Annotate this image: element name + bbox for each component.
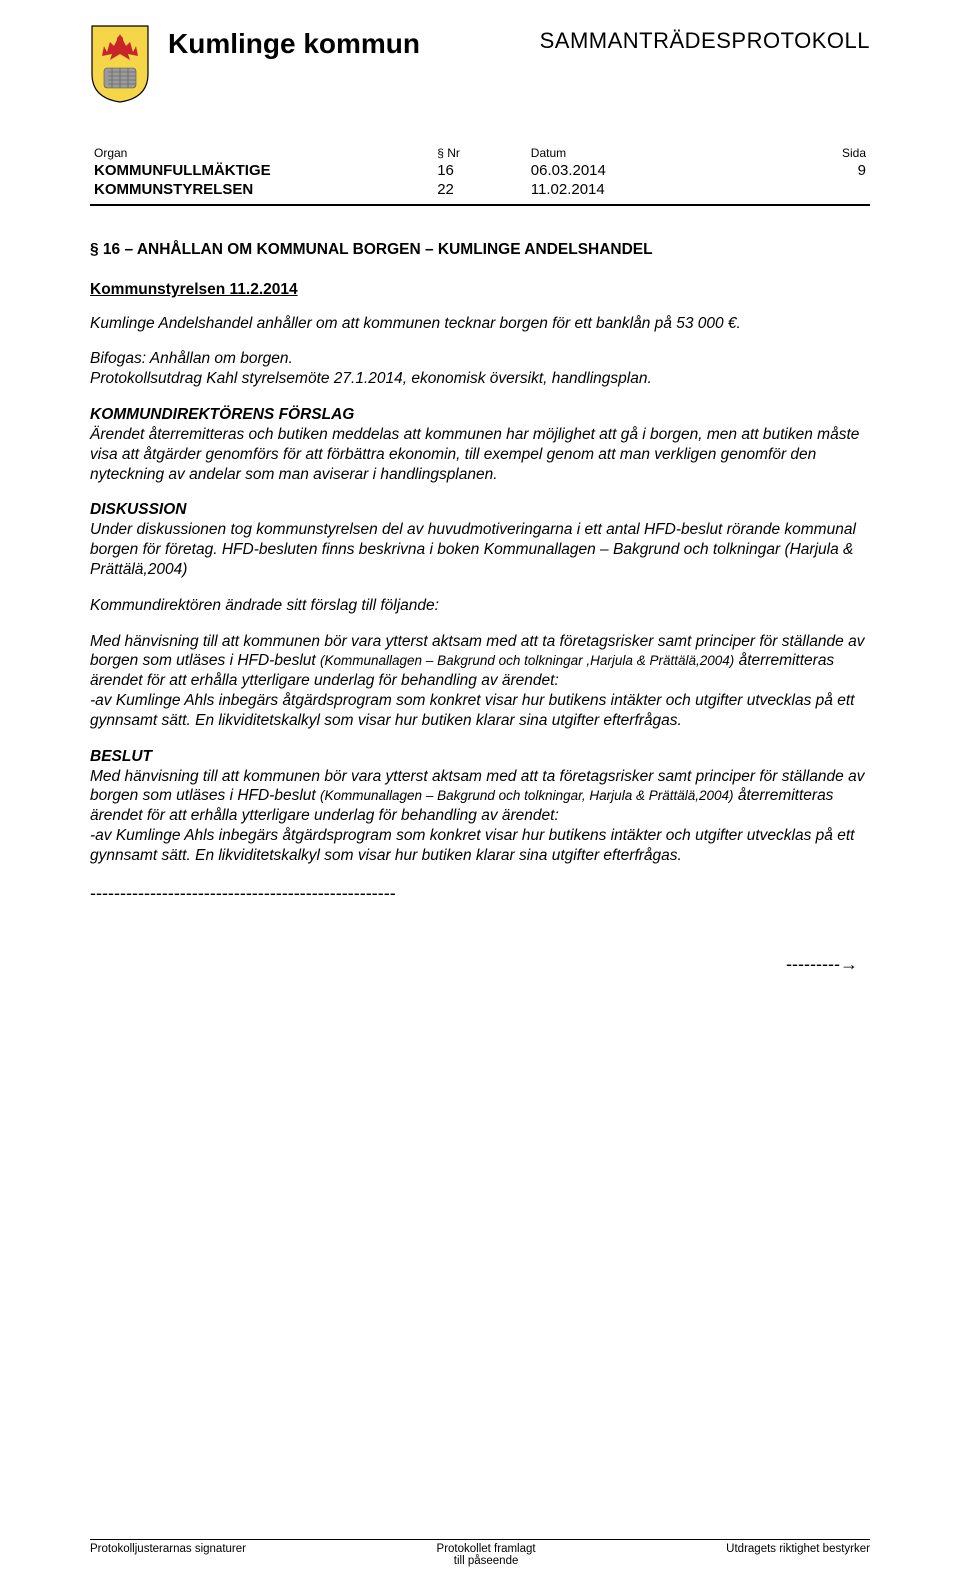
paragraph: Bifogas: Anhållan om borgen. Protokollsu… <box>90 349 870 389</box>
meta-sida-1 <box>730 181 870 200</box>
separator-dashes: ----------------------------------------… <box>90 882 870 905</box>
citation: (Kommunallagen – Bakgrund och tolkningar… <box>320 653 734 668</box>
citation: (Kommunallagen – Bakgrund och tolkningar… <box>320 788 734 803</box>
meta-datum-1: 11.02.2014 <box>527 181 730 200</box>
paragraph: Kommundirektören ändrade sitt förslag ti… <box>90 596 870 616</box>
page-footer: Protokolljusterarnas signaturer Protokol… <box>90 1539 870 1567</box>
meta-label-sida: Sida <box>730 146 870 162</box>
meta-label-nr: § Nr <box>433 146 527 162</box>
section-title: § 16 – ANHÅLLAN OM KOMMUNAL BORGEN – KUM… <box>90 240 870 260</box>
paragraph: Ärendet återremitteras och butiken medde… <box>90 426 859 483</box>
meta-organ-1: KOMMUNSTYRELSEN <box>90 181 433 200</box>
paragraph: Under diskussionen tog kommunstyrelsen d… <box>90 521 856 578</box>
heading-diskussion: DISKUSSION <box>90 501 186 518</box>
meta-divider <box>90 204 870 206</box>
page-header: Kumlinge kommun SAMMANTRÄDESPROTOKOLL <box>90 24 870 104</box>
meta-nr-1: 22 <box>433 181 527 200</box>
meta-label-datum: Datum <box>527 146 730 162</box>
footer-divider <box>90 1539 870 1540</box>
meta-nr-0: 16 <box>433 162 527 181</box>
continuation-arrow: ---------→ <box>90 953 870 976</box>
meta-datum-0: 06.03.2014 <box>527 162 730 181</box>
crest-icon <box>90 24 150 104</box>
document-body: § 16 – ANHÅLLAN OM KOMMUNAL BORGEN – KUM… <box>90 240 870 976</box>
protokoll-title: SAMMANTRÄDESPROTOKOLL <box>540 28 870 54</box>
meta-table: Organ § Nr Datum Sida KOMMUNFULLMÄKTIGE … <box>90 146 870 200</box>
meta-sida-0: 9 <box>730 162 870 181</box>
subsection-title: Kommunstyrelsen 11.2.2014 <box>90 280 870 300</box>
heading-beslut: BESLUT <box>90 748 152 765</box>
meta-label-organ: Organ <box>90 146 433 162</box>
meta-organ-0: KOMMUNFULLMÄKTIGE <box>90 162 433 181</box>
heading-forslag: KOMMUNDIREKTÖRENS FÖRSLAG <box>90 406 354 423</box>
footer-mid: Protokollet framlagt till påseende <box>437 1543 536 1567</box>
footer-right: Utdragets riktighet bestyrker <box>726 1543 870 1567</box>
paragraph: Kumlinge Andelshandel anhåller om att ko… <box>90 314 870 334</box>
footer-left: Protokolljusterarnas signaturer <box>90 1543 246 1567</box>
kommun-title: Kumlinge kommun <box>168 28 420 60</box>
